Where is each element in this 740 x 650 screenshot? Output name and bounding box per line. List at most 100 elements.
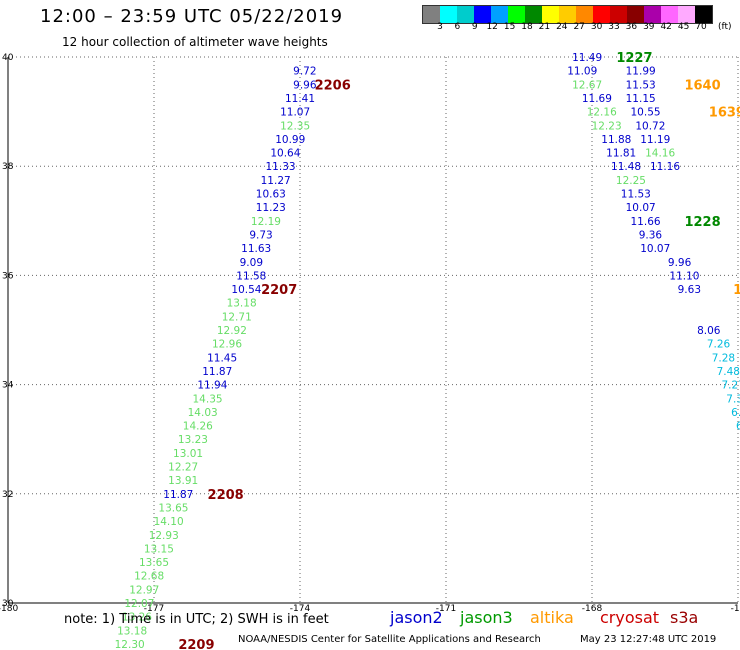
- pass-time-annotation: 1639: [733, 283, 740, 298]
- wave-height-label: 10.63: [256, 189, 286, 201]
- page-title: 12:00 – 23:59 UTC 05/22/2019: [40, 6, 344, 27]
- wave-height-label: 12.96: [212, 339, 242, 351]
- wave-height-label: 11.94: [197, 380, 227, 392]
- wave-height-label: 11.87: [163, 489, 193, 501]
- color-swatch: [542, 6, 559, 23]
- wave-height-label: 11.27: [261, 175, 291, 187]
- wave-height-label: 13.18: [227, 298, 257, 310]
- pass-time-annotation: 1227: [616, 51, 652, 66]
- generated-timestamp: May 23 12:27:48 UTC 2019: [580, 634, 717, 645]
- wave-height-label: 12.16: [587, 107, 617, 119]
- color-swatch: [576, 6, 593, 23]
- pass-time-annotation: 2208: [208, 488, 244, 503]
- pass-time-annotation: 1639: [709, 106, 740, 121]
- footnote: note: 1) Time is in UTC; 2) SWH is in fe…: [64, 612, 329, 627]
- wave-height-label: 11.69: [582, 93, 612, 105]
- pass-time-annotation: 2206: [315, 78, 351, 93]
- wave-height-label: 13.23: [178, 434, 208, 446]
- color-scale-label: 3: [437, 22, 443, 32]
- color-scale-label: 6: [454, 22, 461, 32]
- legend-entry-altika: altika: [530, 608, 574, 627]
- color-scale-label: 21: [538, 22, 551, 32]
- wave-height-label: 7.48: [717, 366, 740, 378]
- color-swatch: [440, 6, 457, 23]
- wave-height-label: 12.92: [217, 325, 247, 337]
- credit-line: NOAA/NESDIS Center for Satellite Applica…: [238, 634, 541, 645]
- color-scale-label: 27: [573, 22, 585, 32]
- wave-height-label: 12.93: [149, 530, 179, 542]
- color-scale-label: 45: [677, 22, 690, 32]
- color-scale-label: 33: [608, 22, 620, 32]
- wave-height-label: 10.07: [626, 202, 656, 214]
- wave-height-label: 12.97: [129, 584, 159, 596]
- wave-height-label: 9.96: [293, 79, 317, 91]
- color-scale-unit: (ft): [718, 22, 732, 32]
- wave-height-label: 10.64: [270, 148, 300, 160]
- wave-height-label: 11.33: [266, 161, 296, 173]
- wave-height-label: 13.65: [158, 502, 188, 514]
- legend-entry-jason2: jason2: [390, 608, 443, 627]
- wave-height-label: 10.07: [640, 243, 670, 255]
- x-tick-label: -174: [290, 604, 311, 614]
- y-tick-label: 32: [2, 490, 13, 500]
- x-tick-label: -16: [731, 604, 740, 614]
- wave-height-label: 12.27: [168, 462, 198, 474]
- color-swatch: [644, 6, 661, 23]
- wave-height-label: 9.73: [249, 229, 272, 241]
- wave-height-label: 12.71: [222, 311, 252, 323]
- wave-height-label: 11.87: [202, 366, 232, 378]
- wave-height-label: 14.35: [193, 393, 223, 405]
- y-tick-label: 34: [2, 381, 14, 391]
- wave-height-label: 13.18: [117, 625, 147, 637]
- wave-height-label: 12.35: [280, 120, 310, 132]
- wave-height-label: 12.07: [124, 598, 154, 610]
- wave-height-label: 10.54: [231, 284, 261, 296]
- color-scale-label: 39: [643, 22, 655, 32]
- color-scale-bar: [422, 5, 713, 24]
- wave-height-label: 11.63: [241, 243, 271, 255]
- color-swatch: [474, 6, 491, 23]
- wave-height-label: 11.15: [626, 93, 656, 105]
- wave-height-label: 12.67: [572, 79, 602, 91]
- wave-height-label: 11.45: [207, 352, 237, 364]
- wave-height-label: 11.58: [236, 270, 266, 282]
- color-scale-label: 9: [471, 22, 478, 32]
- wave-height-label: 11.48: [611, 161, 641, 173]
- color-swatch: [457, 6, 474, 23]
- y-tick-label: 30: [2, 599, 14, 609]
- color-swatch: [508, 6, 525, 23]
- color-scale-label: 18: [521, 22, 533, 32]
- wave-height-label: 6.56: [736, 421, 740, 433]
- color-scale-label: 36: [625, 22, 638, 32]
- wave-height-label: 7.28: [712, 352, 735, 364]
- wave-height-label: 7.26: [707, 339, 731, 351]
- wave-height-label: 12.19: [251, 216, 281, 228]
- color-swatch: [678, 6, 695, 23]
- page-subtitle: 12 hour collection of altimeter wave hei…: [62, 35, 328, 49]
- wave-height-label: 11.53: [621, 189, 651, 201]
- wave-height-label: 11.49: [572, 52, 602, 64]
- wave-height-label: 9.63: [678, 284, 701, 296]
- color-swatch: [610, 6, 627, 23]
- wave-height-label: 8.06: [697, 325, 721, 337]
- wave-height-label: 12.30: [115, 639, 145, 650]
- color-scale-label: 12: [486, 22, 498, 32]
- pass-time-annotation: 1640: [684, 78, 720, 93]
- wave-height-label: 11.81: [606, 148, 636, 160]
- wave-height-label: 12.68: [134, 571, 164, 583]
- wave-height-label: 6.98: [731, 407, 740, 419]
- y-tick-label: 38: [2, 162, 14, 172]
- pass-time-annotation: 2207: [261, 283, 297, 298]
- wave-height-label: 9.09: [240, 257, 263, 269]
- wave-height-label: 14.16: [645, 148, 675, 160]
- wave-height-label: 13.01: [173, 448, 203, 460]
- wave-height-label: 11.09: [567, 66, 597, 78]
- pass-time-annotation: 1228: [684, 215, 720, 230]
- wave-height-label: 9.96: [668, 257, 692, 269]
- wave-height-label: 7.33: [726, 393, 740, 405]
- wave-height-label: 11.07: [280, 107, 310, 119]
- y-tick-label: 40: [2, 53, 14, 63]
- color-swatch: [661, 6, 678, 23]
- legend-entry-s3a: s3a: [670, 608, 699, 627]
- color-swatch: [559, 6, 576, 23]
